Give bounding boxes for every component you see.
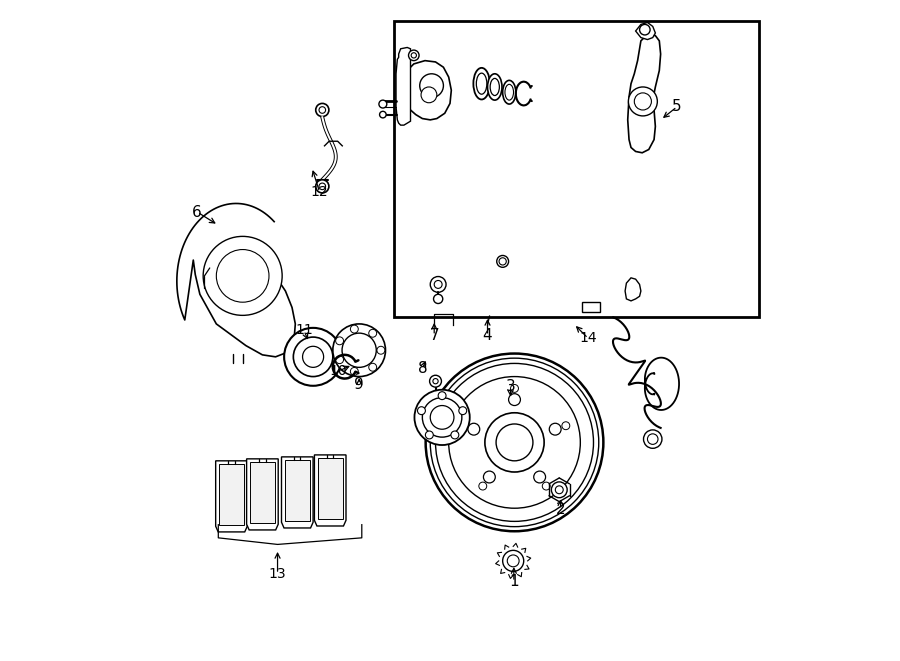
Text: 13: 13 [269, 567, 286, 581]
Circle shape [459, 422, 467, 430]
Text: 7: 7 [429, 329, 439, 343]
Circle shape [508, 394, 520, 406]
Polygon shape [635, 22, 655, 40]
Circle shape [438, 392, 446, 400]
Circle shape [284, 328, 342, 386]
Circle shape [336, 356, 344, 364]
Polygon shape [318, 459, 343, 519]
Circle shape [449, 377, 580, 508]
Circle shape [644, 430, 662, 448]
Circle shape [468, 423, 480, 435]
Circle shape [510, 385, 518, 393]
Circle shape [302, 346, 324, 368]
Circle shape [434, 294, 443, 303]
Circle shape [319, 106, 326, 113]
Circle shape [418, 407, 426, 414]
Circle shape [426, 431, 433, 439]
Text: 5: 5 [672, 99, 682, 114]
Circle shape [377, 346, 385, 354]
Circle shape [379, 100, 387, 108]
Ellipse shape [505, 85, 514, 100]
Circle shape [647, 434, 658, 444]
Circle shape [342, 333, 376, 368]
Circle shape [508, 555, 519, 566]
Text: 2: 2 [556, 502, 565, 517]
Circle shape [434, 280, 442, 288]
Ellipse shape [497, 255, 508, 267]
Circle shape [415, 390, 470, 445]
Circle shape [333, 324, 385, 377]
Polygon shape [284, 461, 310, 521]
Circle shape [429, 375, 441, 387]
Circle shape [628, 87, 657, 116]
Circle shape [433, 379, 438, 384]
Circle shape [419, 74, 444, 97]
Ellipse shape [488, 74, 502, 100]
Bar [394, 21, 760, 317]
Circle shape [436, 364, 593, 522]
Circle shape [350, 368, 358, 375]
Polygon shape [627, 34, 661, 153]
Circle shape [451, 431, 459, 439]
Circle shape [543, 482, 550, 490]
Circle shape [534, 471, 545, 483]
Text: 1: 1 [509, 574, 518, 590]
Text: 4: 4 [482, 329, 492, 343]
Circle shape [459, 407, 467, 414]
Polygon shape [219, 465, 244, 525]
Text: 11: 11 [295, 323, 312, 338]
Polygon shape [216, 461, 248, 532]
Polygon shape [402, 61, 451, 120]
Circle shape [503, 551, 524, 571]
Text: 3: 3 [506, 379, 516, 394]
Circle shape [552, 482, 567, 498]
Circle shape [430, 406, 454, 429]
Circle shape [409, 50, 419, 61]
Circle shape [640, 24, 650, 35]
Circle shape [319, 183, 326, 190]
Circle shape [634, 93, 652, 110]
Circle shape [430, 358, 598, 527]
Circle shape [562, 422, 570, 430]
Circle shape [483, 471, 495, 483]
Polygon shape [282, 457, 313, 528]
Circle shape [369, 329, 377, 337]
Circle shape [479, 482, 487, 490]
Circle shape [203, 237, 283, 315]
Circle shape [421, 87, 436, 102]
Circle shape [549, 423, 561, 435]
Circle shape [555, 486, 563, 494]
Circle shape [411, 53, 417, 58]
Circle shape [430, 276, 446, 292]
Ellipse shape [476, 73, 487, 95]
Text: 9: 9 [355, 377, 364, 392]
Polygon shape [396, 48, 410, 125]
Text: 10: 10 [329, 364, 346, 378]
Ellipse shape [503, 81, 516, 104]
Ellipse shape [491, 79, 500, 96]
Text: 6: 6 [193, 204, 202, 219]
Circle shape [350, 325, 358, 333]
Circle shape [216, 250, 269, 302]
Circle shape [369, 364, 377, 371]
Polygon shape [314, 455, 346, 526]
Text: 8: 8 [418, 361, 428, 376]
Circle shape [422, 398, 462, 437]
Polygon shape [626, 278, 641, 301]
Ellipse shape [499, 258, 507, 265]
Bar [581, 301, 600, 312]
Text: 14: 14 [580, 331, 597, 346]
Circle shape [316, 180, 328, 193]
Ellipse shape [473, 68, 490, 99]
Text: 12: 12 [310, 185, 328, 199]
Circle shape [496, 424, 533, 461]
Circle shape [426, 354, 603, 531]
Circle shape [336, 337, 344, 345]
Polygon shape [247, 459, 278, 530]
Circle shape [485, 412, 544, 472]
Circle shape [380, 111, 386, 118]
Circle shape [316, 103, 328, 116]
Circle shape [293, 337, 333, 377]
Polygon shape [250, 463, 275, 523]
